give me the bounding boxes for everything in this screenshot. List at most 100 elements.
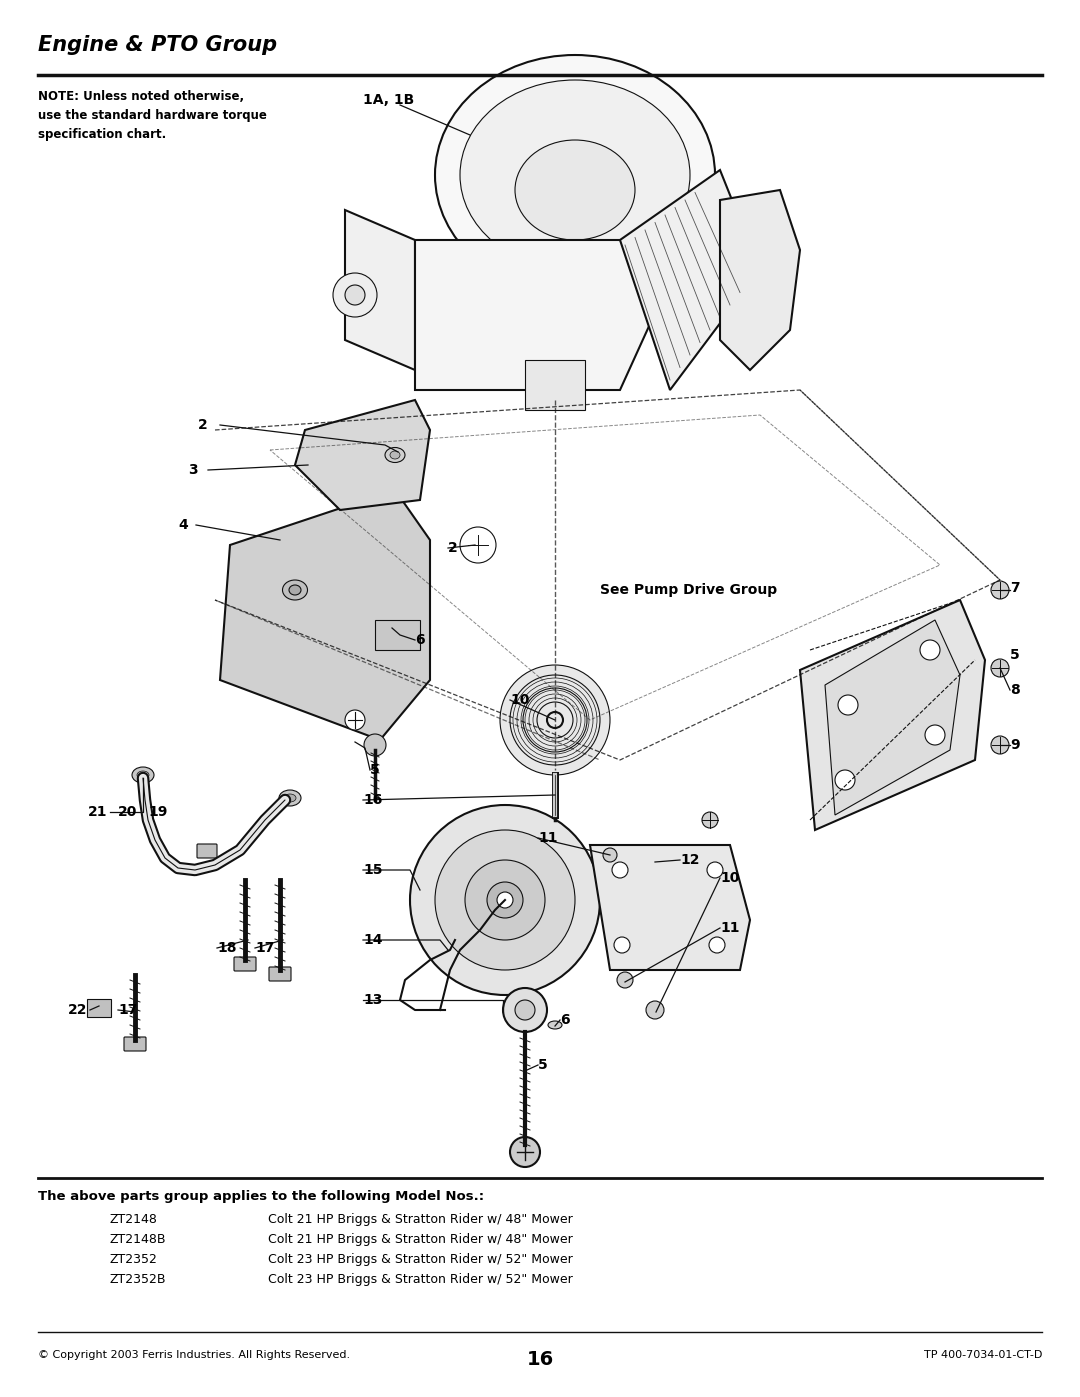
Ellipse shape — [548, 1021, 562, 1030]
Circle shape — [617, 972, 633, 988]
Text: 5: 5 — [1010, 648, 1020, 662]
Circle shape — [465, 861, 545, 940]
Text: 21: 21 — [87, 805, 108, 819]
Polygon shape — [590, 845, 750, 970]
Ellipse shape — [284, 793, 296, 802]
Text: 15: 15 — [363, 863, 382, 877]
Text: 9: 9 — [1010, 738, 1020, 752]
Circle shape — [646, 1002, 664, 1018]
Text: 2: 2 — [198, 418, 207, 432]
Bar — [375, 620, 420, 650]
Circle shape — [364, 733, 386, 756]
Circle shape — [708, 937, 725, 953]
Text: 13: 13 — [363, 993, 382, 1007]
Text: Colt 21 HP Briggs & Stratton Rider w/ 48" Mower: Colt 21 HP Briggs & Stratton Rider w/ 48… — [268, 1213, 572, 1227]
Circle shape — [920, 640, 940, 659]
Text: 8: 8 — [1010, 683, 1020, 697]
Ellipse shape — [137, 771, 149, 780]
Circle shape — [487, 882, 523, 918]
Circle shape — [835, 770, 855, 789]
Polygon shape — [825, 620, 960, 814]
Circle shape — [924, 725, 945, 745]
Text: 14: 14 — [363, 933, 382, 947]
Ellipse shape — [289, 585, 301, 595]
Text: Colt 21 HP Briggs & Stratton Rider w/ 48" Mower: Colt 21 HP Briggs & Stratton Rider w/ 48… — [268, 1234, 572, 1246]
Bar — [525, 360, 585, 409]
Ellipse shape — [132, 767, 154, 782]
Text: Colt 23 HP Briggs & Stratton Rider w/ 52" Mower: Colt 23 HP Briggs & Stratton Rider w/ 52… — [268, 1273, 572, 1287]
Text: 4: 4 — [178, 518, 188, 532]
Text: 16: 16 — [526, 1350, 554, 1369]
Circle shape — [515, 1000, 535, 1020]
Ellipse shape — [279, 789, 301, 806]
Circle shape — [603, 848, 617, 862]
Text: 19: 19 — [148, 805, 167, 819]
Polygon shape — [415, 240, 670, 390]
Text: ZT2352B: ZT2352B — [110, 1273, 166, 1287]
FancyBboxPatch shape — [234, 957, 256, 971]
Text: 5: 5 — [370, 763, 380, 777]
Ellipse shape — [435, 54, 715, 295]
Circle shape — [333, 272, 377, 317]
Text: 12: 12 — [680, 854, 700, 868]
Text: ZT2352: ZT2352 — [110, 1253, 158, 1266]
Circle shape — [707, 862, 723, 877]
FancyBboxPatch shape — [197, 844, 217, 858]
Circle shape — [838, 694, 858, 715]
Polygon shape — [720, 190, 800, 370]
FancyBboxPatch shape — [124, 1037, 146, 1051]
Text: 17: 17 — [118, 1003, 137, 1017]
Circle shape — [500, 665, 610, 775]
Text: 22: 22 — [68, 1003, 87, 1017]
Circle shape — [345, 710, 365, 731]
Circle shape — [503, 988, 546, 1032]
Circle shape — [410, 805, 600, 995]
Text: ZT2148: ZT2148 — [110, 1213, 158, 1227]
Text: See Pump Drive Group: See Pump Drive Group — [600, 583, 778, 597]
Text: 17: 17 — [255, 942, 274, 956]
Text: © Copyright 2003 Ferris Industries. All Rights Reserved.: © Copyright 2003 Ferris Industries. All … — [38, 1350, 350, 1361]
Text: NOTE: Unless noted otherwise,
use the standard hardware torque
specification cha: NOTE: Unless noted otherwise, use the st… — [38, 89, 267, 141]
Polygon shape — [345, 210, 415, 370]
Text: TP 400-7034-01-CT-D: TP 400-7034-01-CT-D — [923, 1350, 1042, 1361]
Text: 18: 18 — [217, 942, 237, 956]
Text: 10: 10 — [510, 693, 529, 707]
Circle shape — [991, 581, 1009, 599]
Circle shape — [991, 736, 1009, 754]
Text: 20: 20 — [118, 805, 137, 819]
Text: 1A, 1B: 1A, 1B — [363, 94, 415, 108]
FancyBboxPatch shape — [269, 967, 291, 981]
Polygon shape — [220, 490, 430, 740]
Ellipse shape — [515, 140, 635, 240]
Polygon shape — [800, 599, 985, 830]
Circle shape — [615, 937, 630, 953]
Polygon shape — [295, 400, 430, 510]
Circle shape — [435, 830, 575, 970]
Text: 6: 6 — [415, 633, 424, 647]
Text: 11: 11 — [720, 921, 740, 935]
Ellipse shape — [384, 447, 405, 462]
Text: 2: 2 — [448, 541, 458, 555]
Text: 3: 3 — [188, 462, 198, 476]
Ellipse shape — [283, 580, 308, 599]
Ellipse shape — [390, 451, 400, 460]
Circle shape — [612, 862, 627, 877]
Circle shape — [510, 1137, 540, 1166]
Text: 10: 10 — [720, 870, 740, 886]
Circle shape — [345, 285, 365, 305]
Text: 7: 7 — [1010, 581, 1020, 595]
Text: 11: 11 — [538, 831, 557, 845]
Text: 6: 6 — [561, 1013, 569, 1027]
Text: The above parts group applies to the following Model Nos.:: The above parts group applies to the fol… — [38, 1190, 484, 1203]
Text: ZT2148B: ZT2148B — [110, 1234, 166, 1246]
Circle shape — [991, 659, 1009, 678]
Circle shape — [497, 893, 513, 908]
Ellipse shape — [460, 80, 690, 270]
Polygon shape — [620, 170, 760, 390]
FancyBboxPatch shape — [87, 999, 111, 1017]
Text: 5: 5 — [538, 1058, 548, 1071]
Text: Engine & PTO Group: Engine & PTO Group — [38, 35, 278, 54]
Text: Colt 23 HP Briggs & Stratton Rider w/ 52" Mower: Colt 23 HP Briggs & Stratton Rider w/ 52… — [268, 1253, 572, 1266]
Circle shape — [702, 812, 718, 828]
Text: 16: 16 — [363, 793, 382, 807]
